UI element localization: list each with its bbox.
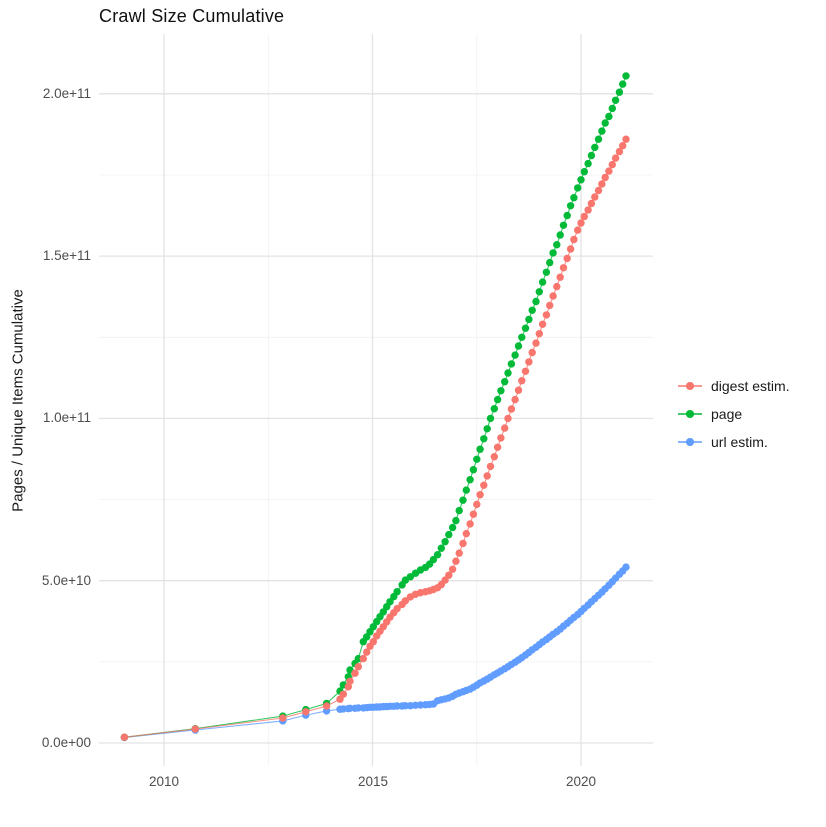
legend-point-swatch	[686, 438, 694, 446]
legend-item-digest-estim: digest estim.	[678, 378, 790, 394]
series-page	[120, 72, 630, 741]
legend-key-digest-estim	[678, 378, 702, 394]
y-tick-label-0: 0.0e+00	[41, 735, 91, 750]
x-tick-label-2015: 2015	[357, 774, 389, 789]
legend-point-swatch	[686, 382, 694, 390]
y-tick-label-2: 1.0e+11	[42, 410, 91, 425]
y-tick-label-3: 1.5e+11	[42, 248, 91, 263]
x-tick-label-2020: 2020	[565, 774, 597, 789]
legend-key-page	[678, 406, 702, 422]
x-tick-label-2010: 2010	[148, 774, 180, 789]
chart-title: Crawl Size Cumulative	[99, 6, 285, 26]
series-url-estim	[120, 563, 630, 742]
legend: digest estim. page url estim.	[678, 378, 790, 450]
series-digest-estim	[120, 135, 630, 741]
legend-label: digest estim.	[711, 378, 790, 394]
legend-label: page	[711, 406, 743, 422]
y-tick-label-4: 2.0e+11	[42, 86, 91, 101]
legend-point-swatch	[686, 410, 694, 418]
y-tick-label-1: 5.0e+10	[41, 573, 91, 588]
y-axis-label: Pages / Unique Items Cumulative	[9, 289, 27, 512]
legend-label: url estim.	[711, 434, 768, 450]
legend-key-url-estim	[678, 434, 702, 450]
legend-item-page: page	[678, 406, 790, 422]
legend-item-url-estim: url estim.	[678, 434, 790, 450]
